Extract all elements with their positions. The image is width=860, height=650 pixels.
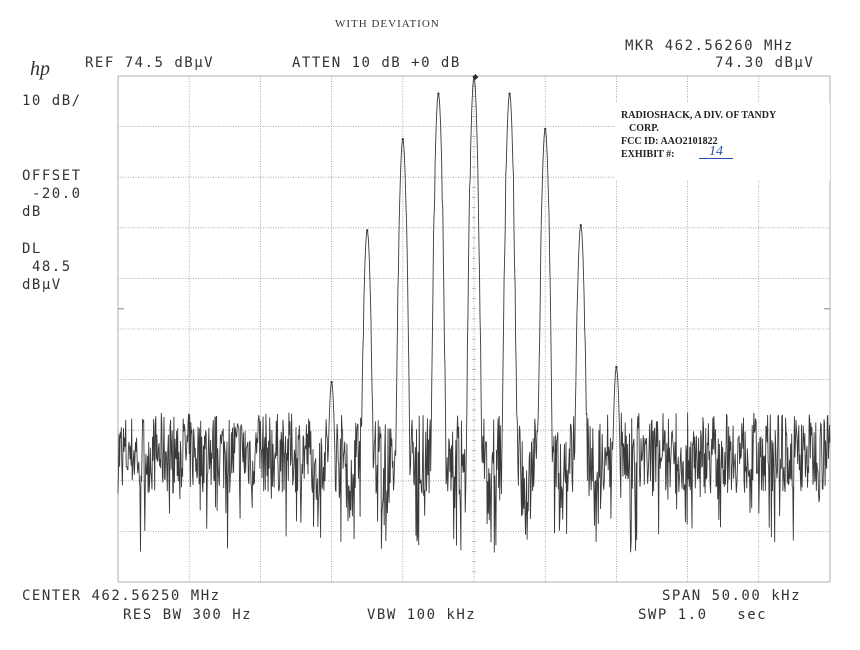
peak-point bbox=[401, 138, 404, 141]
stamp-exhibit-label: EXHIBIT #: bbox=[621, 149, 675, 160]
marker-level: 74.30 dBµV bbox=[715, 55, 815, 71]
marker-diamond bbox=[472, 74, 479, 81]
dl-label: DL bbox=[22, 241, 42, 257]
peak-point bbox=[544, 127, 547, 131]
peak-point bbox=[330, 380, 333, 384]
stamp-company: RADIOSHACK, A DIV. OF TANDY bbox=[621, 110, 777, 121]
display-line-block: DL 48.5 dBµV bbox=[22, 240, 72, 294]
fcc-stamp: RADIOSHACK, A DIV. OF TANDY CORP. FCC ID… bbox=[615, 103, 830, 181]
center-frequency: CENTER 462.56250 MHz bbox=[22, 588, 221, 604]
rbw-label: RES BW 300 Hz bbox=[123, 607, 253, 623]
dl-value: 48.5 bbox=[31, 259, 72, 275]
span-label: SPAN 50.00 kHz bbox=[662, 588, 802, 604]
offset-unit: dB bbox=[22, 204, 42, 220]
peak-point bbox=[366, 229, 369, 232]
offset-block: OFFSET -20.0 dB bbox=[22, 167, 82, 221]
stamp-corp: CORP. bbox=[629, 123, 659, 134]
dl-unit: dBµV bbox=[22, 277, 62, 293]
stamp-fcc-id: FCC ID: AAO2101822 bbox=[621, 136, 718, 147]
plot-title: WITH DEVIATION bbox=[335, 18, 440, 30]
ref-level-label: REF 74.5 dBµV bbox=[85, 55, 215, 71]
atten-label: ATTEN 10 dB +0 dB bbox=[292, 55, 461, 71]
peak-point bbox=[579, 224, 582, 227]
stamp-exhibit-number: 14 bbox=[699, 145, 733, 159]
peak-point bbox=[508, 92, 511, 95]
offset-label: OFFSET bbox=[22, 168, 82, 184]
peak-point bbox=[437, 92, 440, 95]
sweep-label: SWP 1.0 sec bbox=[638, 607, 768, 623]
marker-frequency: MKR 462.56260 MHz bbox=[625, 38, 794, 54]
vbw-label: VBW 100 kHz bbox=[367, 607, 477, 623]
scale-label: 10 dB/ bbox=[22, 93, 82, 109]
offset-value: -20.0 bbox=[31, 186, 82, 202]
peak-point bbox=[615, 365, 618, 369]
hp-logo: hp bbox=[30, 58, 50, 80]
